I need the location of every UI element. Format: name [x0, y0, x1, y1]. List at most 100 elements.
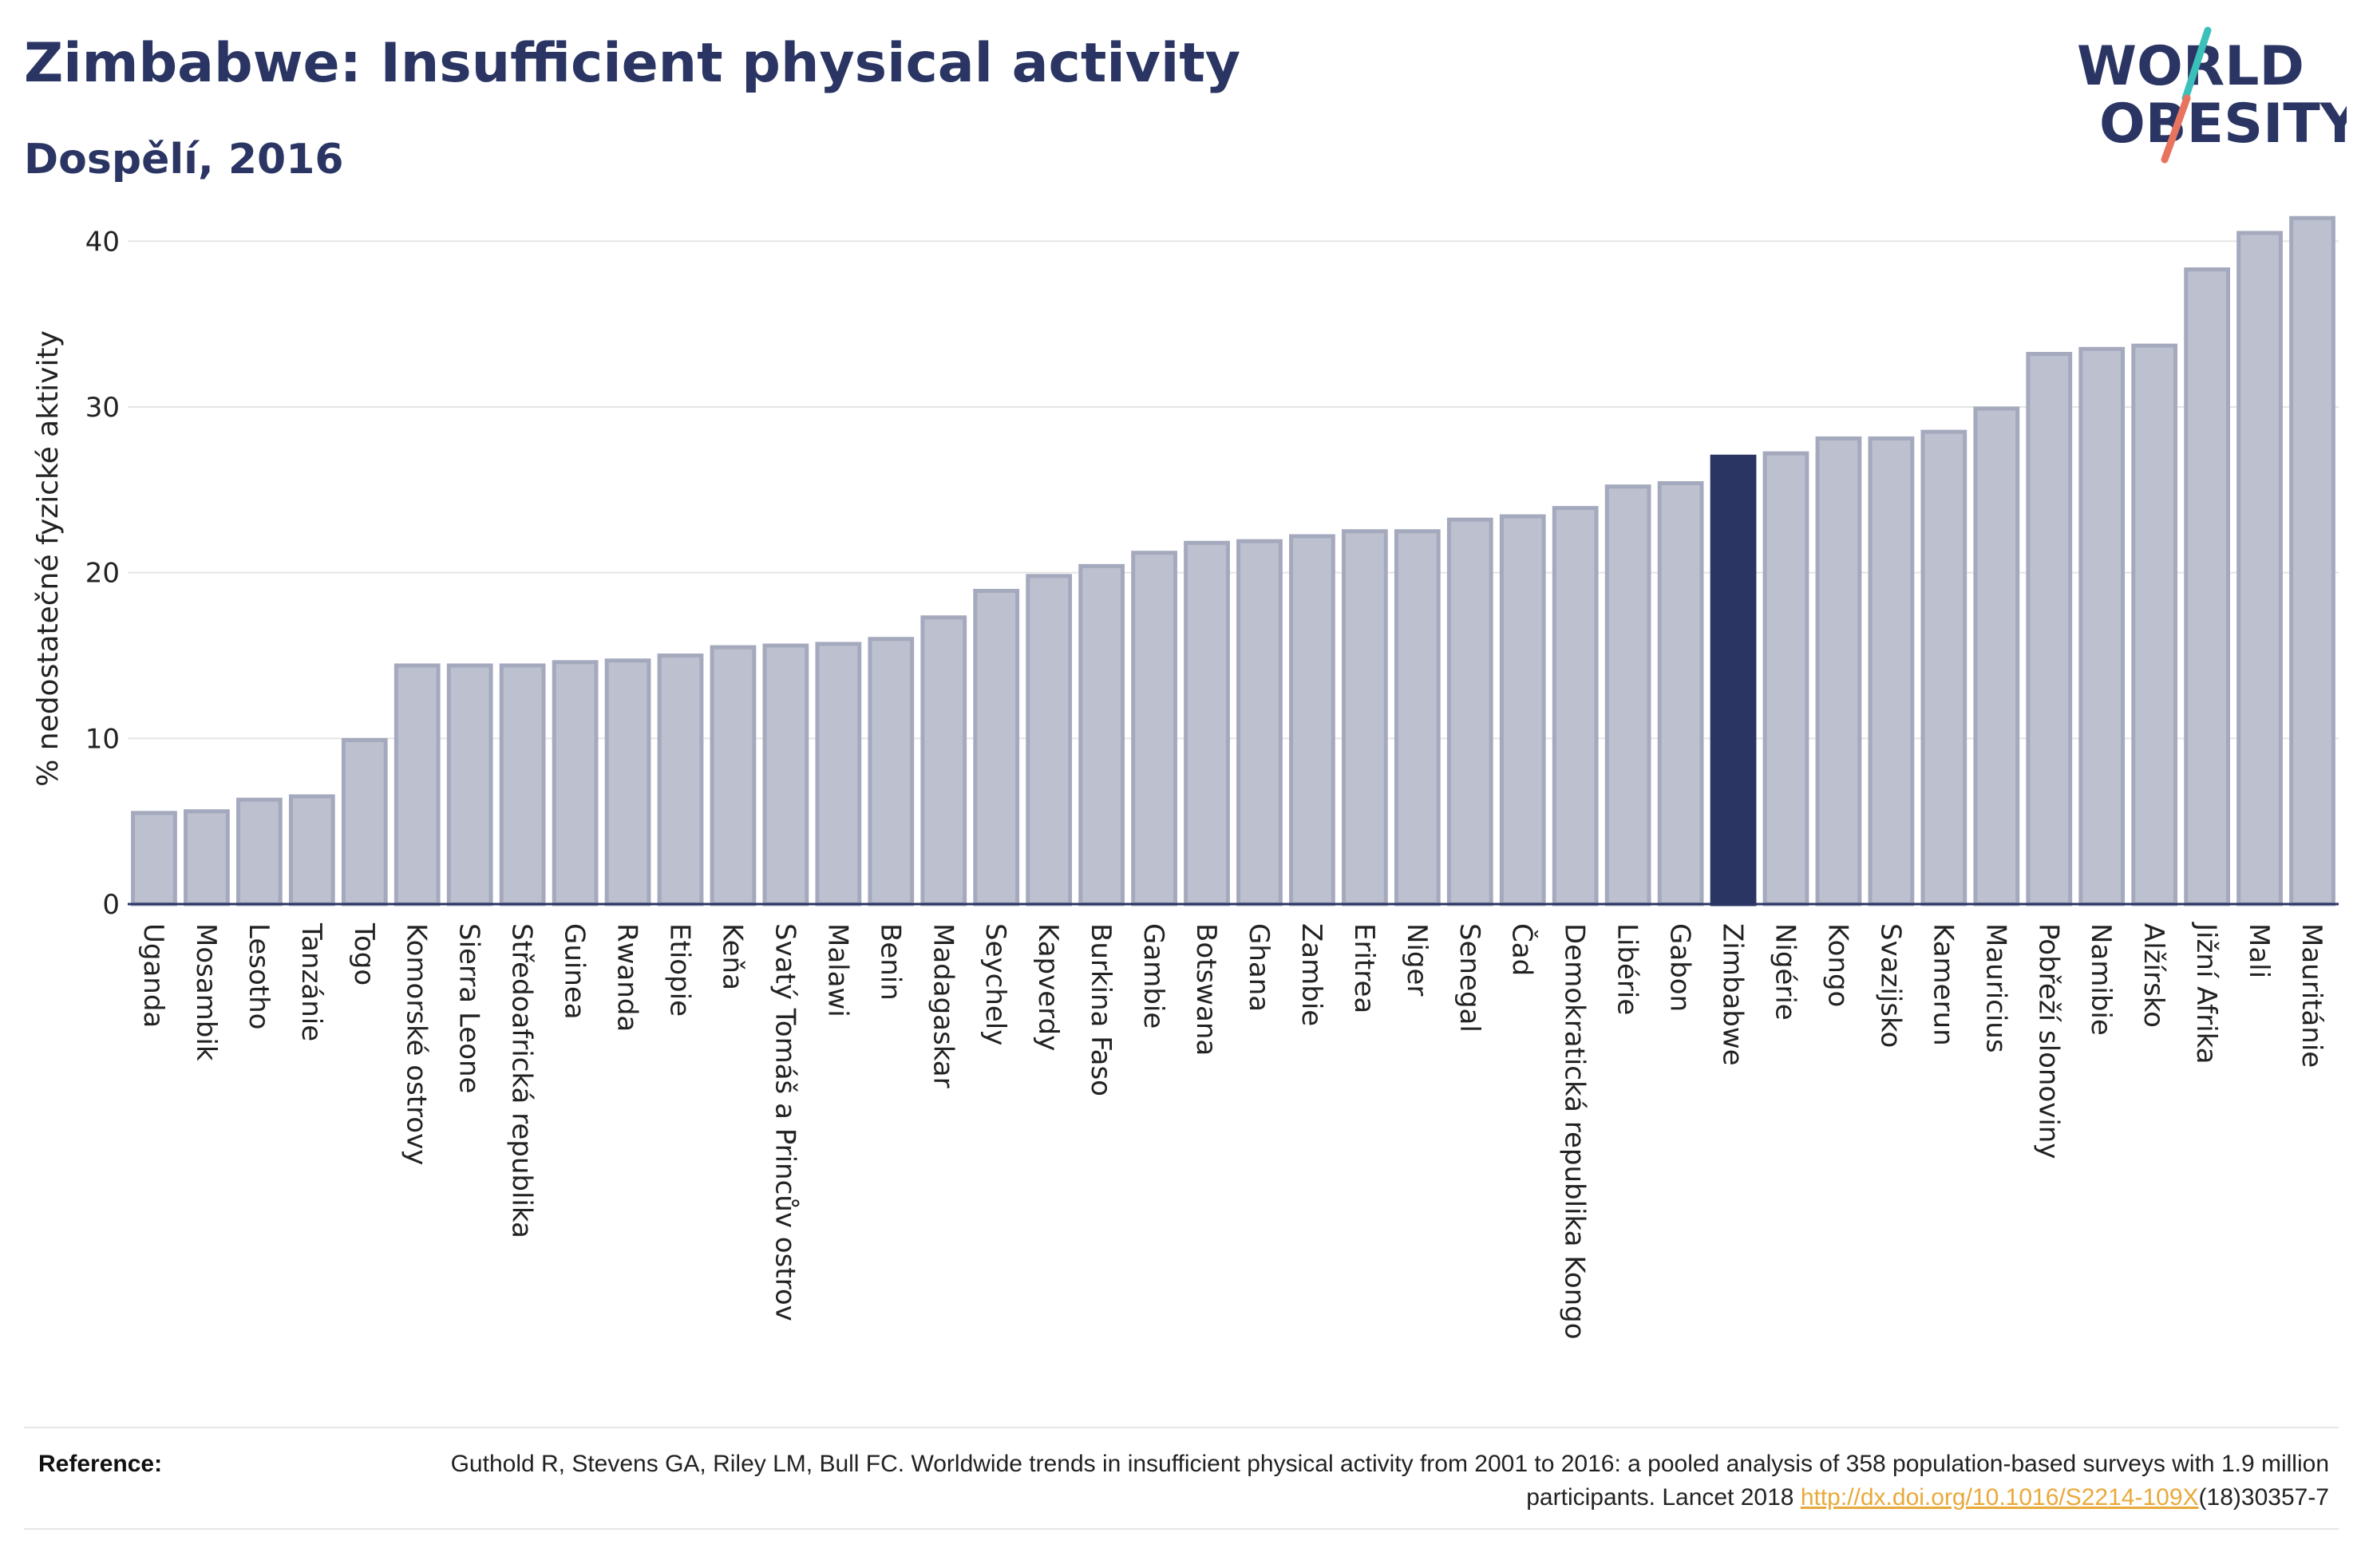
- bar-21: [1236, 539, 1283, 906]
- bar-27: [1552, 506, 1599, 906]
- x-tick-label: Mauricius: [1979, 923, 2011, 1053]
- x-tick-label: Togo: [348, 922, 380, 985]
- reference-citation: Guthold R, Stevens GA, Riley LM, Bull FC…: [413, 1448, 2329, 1515]
- bar-32: [1815, 436, 1862, 906]
- bar-37: [2078, 346, 2126, 906]
- x-tick-label: Burkina Faso: [1085, 923, 1117, 1096]
- gridlines: [128, 240, 2339, 740]
- x-tick-label: Gambie: [1137, 923, 1169, 1029]
- world-obesity-logo: WORLD OBESITY: [2077, 26, 2347, 164]
- y-tick-label: 30: [85, 392, 120, 424]
- x-tick-label: Kamerun: [1927, 923, 1959, 1046]
- bar-chart: 0 10 20 30 40 Uganda Mosambik Lesotho Tanzánie To…: [32, 215, 2339, 1340]
- x-tick-label: Demokratická republika Kongo: [1559, 923, 1591, 1340]
- x-tick-label: Mosambik: [190, 923, 222, 1061]
- x-tick-label: Ghana: [1243, 923, 1275, 1012]
- bar-10: [657, 653, 704, 906]
- x-tick-label: Tanzánie: [295, 922, 327, 1041]
- bar-2: [236, 797, 283, 906]
- bar-15: [920, 615, 967, 906]
- bar-18: [1078, 563, 1125, 906]
- bar-29: [1657, 481, 1704, 906]
- bar-26: [1499, 514, 1546, 906]
- bar-31: [1762, 451, 1809, 906]
- bars: [131, 215, 2335, 906]
- x-tick-label: Libérie: [1612, 923, 1643, 1015]
- reference-text: Guthold R, Stevens GA, Riley LM, Bull FC…: [450, 1451, 2329, 1511]
- bar-5: [394, 663, 441, 906]
- y-tick-label: 0: [102, 889, 120, 921]
- reference-label: Reference:: [38, 1451, 163, 1477]
- x-tick-label: Mali: [2243, 923, 2275, 978]
- x-tick-label: Zimbabwe: [1717, 923, 1749, 1066]
- bar-14: [868, 637, 915, 906]
- reference-text-suffix: (18)30357-7: [2198, 1484, 2329, 1511]
- bar-40: [2236, 231, 2283, 906]
- bar-1: [184, 809, 230, 906]
- x-tick-label: Botswana: [1190, 923, 1222, 1056]
- x-tick-label: Gabon: [1664, 923, 1696, 1012]
- bar-20: [1184, 540, 1230, 906]
- bar-7: [499, 663, 546, 906]
- bar-6: [446, 663, 493, 906]
- x-tick-label: Keňa: [716, 923, 748, 990]
- x-tick-label: Pobřeží slonoviny: [2032, 923, 2064, 1159]
- x-tick-label: Guinea: [559, 923, 591, 1020]
- bar-38: [2131, 343, 2178, 906]
- bar-25: [1446, 517, 1493, 906]
- bar-12: [762, 643, 809, 906]
- bar-30: [1710, 454, 1757, 906]
- bar-23: [1342, 529, 1388, 906]
- x-tick-label: Jižní Afrika: [2190, 922, 2222, 1064]
- x-tick-label: Niger: [1401, 923, 1433, 996]
- x-tick-label: Eritrea: [1348, 923, 1380, 1013]
- chart-title: Zimbabwe: Insufficient physical activity: [24, 32, 1241, 95]
- x-tick-label: Mauritánie: [2296, 923, 2327, 1068]
- y-tick-label: 40: [85, 226, 120, 258]
- logo-slash-coral: [2161, 94, 2191, 164]
- x-tick-label: Středoafrická republika: [506, 923, 538, 1238]
- x-tick-label: Etiopie: [664, 923, 696, 1017]
- x-tick-label: Čad: [1506, 923, 1539, 976]
- x-tick-label: Kongo: [1821, 923, 1853, 1007]
- x-tick-label: Senegal: [1453, 923, 1485, 1033]
- bar-9: [604, 658, 651, 906]
- x-tick-label: Nigérie: [1770, 923, 1801, 1021]
- x-tick-label: Madagaskar: [927, 923, 959, 1088]
- x-tick-label: Namibie: [2085, 923, 2117, 1036]
- bar-36: [2026, 352, 2073, 906]
- axes: 0 10 20 30 40 Uganda Mosambik Lesotho Tanzánie To…: [85, 226, 2339, 1340]
- bar-0: [131, 811, 177, 906]
- x-tick-label: Rwanda: [611, 923, 643, 1032]
- reference-doi-link[interactable]: http://dx.doi.org/10.1016/S2214-109X: [1800, 1484, 2199, 1511]
- reference-section: Reference: Guthold R, Stevens GA, Riley …: [24, 1427, 2339, 1530]
- bar-33: [1868, 436, 1915, 906]
- bar-28: [1604, 484, 1651, 906]
- x-tick-label: Kapverdy: [1032, 923, 1064, 1051]
- bar-17: [1026, 574, 1073, 906]
- x-tick-label: Benin: [874, 923, 906, 1001]
- bar-11: [710, 645, 757, 906]
- bar-35: [1973, 406, 2020, 906]
- bar-41: [2289, 215, 2335, 906]
- x-tick-label: Zambie: [1295, 923, 1327, 1026]
- bar-4: [341, 737, 388, 906]
- chart-subtitle: Dospělí, 2016: [24, 136, 344, 184]
- x-tick-label: Komorské ostrovy: [401, 923, 433, 1165]
- bar-19: [1131, 551, 1177, 906]
- x-tick-label: Sierra Leone: [453, 923, 485, 1093]
- x-tick-label: Seychely: [979, 923, 1011, 1045]
- bar-39: [2184, 267, 2230, 906]
- x-tick-label: Lesotho: [243, 923, 275, 1029]
- bar-34: [1920, 429, 1968, 906]
- y-tick-label: 10: [85, 723, 120, 755]
- bar-3: [288, 794, 335, 906]
- bar-22: [1289, 534, 1335, 906]
- x-tick-label: Uganda: [137, 923, 169, 1028]
- y-axis-label: % nedostatečné fyzické aktivity: [32, 330, 65, 787]
- bar-24: [1394, 529, 1441, 906]
- logo-word-obesity: OBESITY: [2099, 93, 2347, 156]
- x-tick-label: Svazijsko: [1874, 923, 1906, 1048]
- x-tick-label: Svatý Tomáš a Princův ostrov: [769, 923, 801, 1321]
- logo-slash-teal: [2181, 26, 2212, 102]
